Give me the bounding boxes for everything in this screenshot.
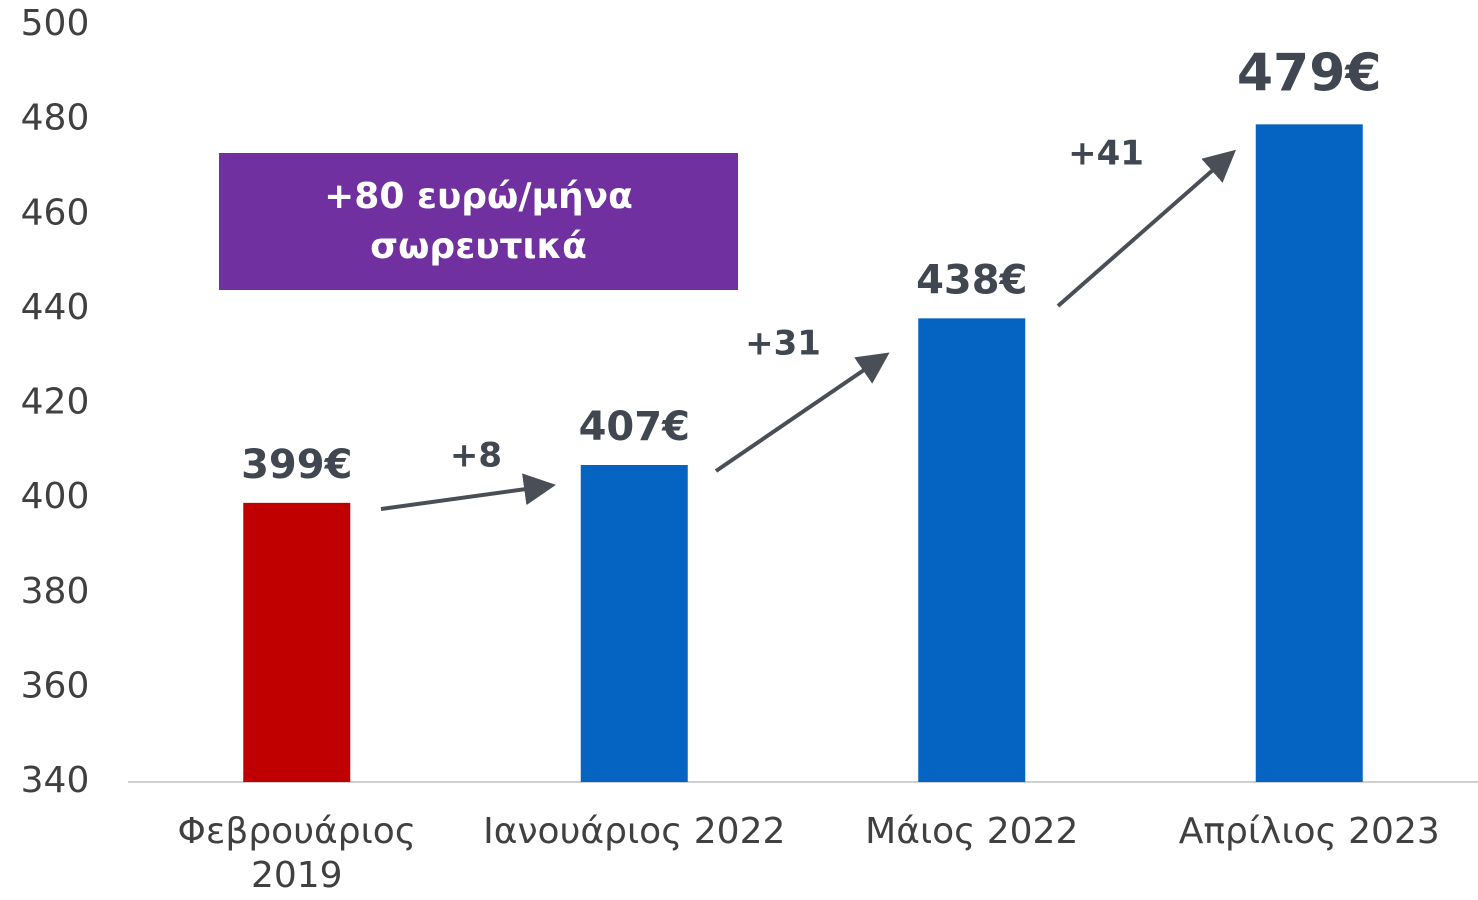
bar [1255, 124, 1363, 782]
value-label: 479€ [1237, 43, 1382, 103]
arrow [1056, 149, 1237, 308]
bar [243, 502, 351, 782]
y-tick-label: 360 [21, 665, 90, 706]
value-label: 438€ [916, 257, 1027, 303]
annotation: +41 [1068, 134, 1144, 174]
arrow [380, 473, 556, 511]
y-tick-label: 420 [21, 382, 90, 423]
callout: +80 ευρώ/μήνα σωρευτικά [219, 153, 738, 290]
annotation: +8 [450, 436, 502, 476]
annotation: +31 [745, 324, 821, 364]
bar [580, 465, 688, 782]
x-tick-label: Ιανουάριος 2022 [483, 811, 786, 852]
arrow [714, 352, 890, 473]
y-tick-label: 500 [21, 3, 90, 44]
y-tick-label: 440 [21, 287, 90, 328]
y-tick-label: 380 [21, 571, 90, 612]
y-tick-label: 400 [21, 476, 90, 517]
value-label: 399€ [241, 442, 352, 488]
y-tick-label: 480 [21, 98, 90, 139]
value-label: 407€ [579, 404, 690, 450]
y-tick-label: 460 [21, 192, 90, 233]
bar [918, 318, 1026, 782]
x-tick-label: Φεβρουάριος 2019 [177, 811, 416, 896]
y-tick-label: 340 [21, 760, 90, 801]
x-tick-label: Μάιος 2022 [865, 811, 1079, 852]
x-tick-label: Απρίλιος 2023 [1178, 811, 1440, 852]
